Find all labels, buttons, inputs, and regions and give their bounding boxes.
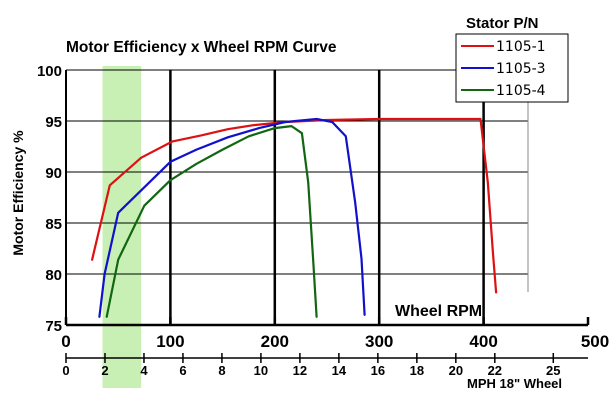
x2-tick-label-8: 8 — [218, 363, 225, 378]
x-tick-label-200: 200 — [261, 332, 289, 351]
chart-title: Motor Efficiency x Wheel RPM Curve — [66, 39, 337, 56]
y-tick-label-95: 95 — [45, 114, 62, 131]
x-tick-label-300: 300 — [365, 332, 393, 351]
highlight-band-layer — [102, 66, 142, 388]
x2-tick-label-18: 18 — [410, 363, 424, 378]
x2-tick-label-20: 20 — [449, 363, 463, 378]
tick-label-layer: 75 80 85 90 95 100 0 100 200 300 400 500 0 2 4 6 8 10 12 14… — [37, 63, 609, 378]
axis-layer — [64, 70, 590, 363]
series-line-1105-4 — [105, 125, 318, 318]
x2-tick-label-12: 12 — [293, 363, 307, 378]
series-layer — [91, 117, 498, 318]
x2-tick-label-14: 14 — [332, 363, 347, 378]
highlight-band — [102, 66, 142, 388]
series-line-1105-3 — [98, 117, 366, 318]
y-axis-label: Motor Efficiency % — [10, 130, 26, 256]
x2-tick-label-4: 4 — [140, 363, 148, 378]
y-tick-label-100: 100 — [37, 63, 62, 80]
legend-label-1105-4: 1105-4 — [496, 83, 546, 99]
x2-tick-label-0: 0 — [62, 363, 69, 378]
series-line-1105-1 — [91, 117, 498, 294]
x2-tick-label-16: 16 — [371, 363, 385, 378]
x2-axis-label: MPH 18" Wheel — [467, 376, 562, 391]
x2-tick-label-2: 2 — [101, 363, 108, 378]
y-tick-label-90: 90 — [45, 165, 62, 182]
x2-tick-label-10: 10 — [254, 363, 268, 378]
legend-title: Stator P/N — [466, 15, 539, 32]
x2-tick-label-22: 22 — [488, 363, 502, 378]
legend-label-1105-3: 1105-3 — [496, 61, 546, 77]
x2-tick-label-25: 25 — [546, 363, 560, 378]
x2-tick-label-6: 6 — [179, 363, 186, 378]
y-tick-label-80: 80 — [45, 267, 62, 284]
legend-label-1105-1: 1105-1 — [496, 39, 546, 55]
y-tick-label-85: 85 — [45, 216, 62, 233]
x-tick-label-400: 400 — [469, 332, 497, 351]
x-tick-label-100: 100 — [156, 332, 184, 351]
x-axis-label: Wheel RPM — [395, 303, 482, 320]
x-tick-label-0: 0 — [61, 332, 70, 351]
legend: 1105-1 1105-3 1105-4 — [455, 33, 569, 103]
y-tick-label-75: 75 — [45, 318, 62, 335]
x-tick-label-500: 500 — [581, 332, 609, 351]
